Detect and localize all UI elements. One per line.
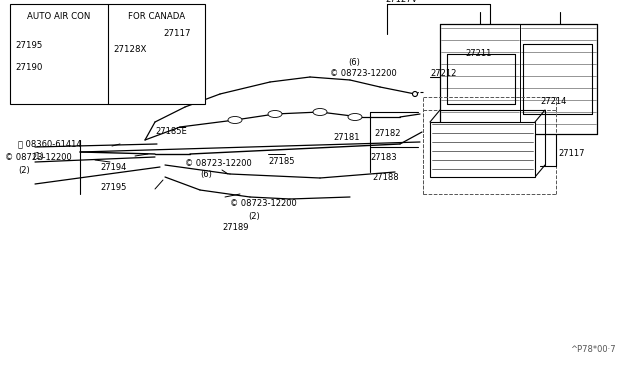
Text: (1): (1): [32, 151, 44, 160]
Text: 27188: 27188: [372, 173, 399, 182]
Text: 27195: 27195: [100, 183, 126, 192]
Text: ^P78*00·7: ^P78*00·7: [570, 345, 616, 354]
Bar: [10, 4, 205, 104]
Text: AUTO AIR CON: AUTO AIR CON: [28, 12, 91, 21]
Text: (2): (2): [18, 166, 29, 174]
Text: © 08723-12200: © 08723-12200: [5, 154, 72, 163]
Bar: [430, 122, 535, 177]
Text: FOR CANADA: FOR CANADA: [128, 12, 185, 21]
Text: 27117: 27117: [558, 150, 584, 158]
Text: (6): (6): [200, 170, 212, 180]
Circle shape: [413, 92, 417, 96]
Text: 27181: 27181: [333, 132, 360, 141]
Ellipse shape: [268, 110, 282, 118]
Text: 27185: 27185: [268, 157, 294, 167]
Text: (6): (6): [348, 58, 360, 67]
Text: 27127V: 27127V: [385, 0, 417, 4]
Ellipse shape: [313, 109, 327, 115]
Text: 27189: 27189: [222, 224, 248, 232]
Text: 27190: 27190: [15, 64, 42, 73]
Text: 27195: 27195: [15, 42, 42, 51]
Text: 27117: 27117: [163, 29, 191, 38]
Text: © 08723-12200: © 08723-12200: [185, 158, 252, 167]
Text: Ⓢ 08360-61414: Ⓢ 08360-61414: [18, 140, 82, 148]
Text: 27128X: 27128X: [113, 45, 147, 55]
Ellipse shape: [348, 113, 362, 121]
Text: 27185E: 27185E: [155, 128, 187, 137]
Text: 27211: 27211: [465, 49, 492, 58]
Text: 27183: 27183: [370, 153, 397, 161]
Text: © 08723-12200: © 08723-12200: [230, 199, 297, 208]
Text: © 08723-12200: © 08723-12200: [330, 70, 397, 78]
Text: 27212: 27212: [430, 70, 456, 78]
Text: (2): (2): [248, 212, 260, 221]
Text: 27194: 27194: [100, 163, 126, 171]
Text: 27182: 27182: [374, 129, 401, 138]
Ellipse shape: [228, 116, 242, 124]
Text: 27214: 27214: [540, 97, 566, 106]
